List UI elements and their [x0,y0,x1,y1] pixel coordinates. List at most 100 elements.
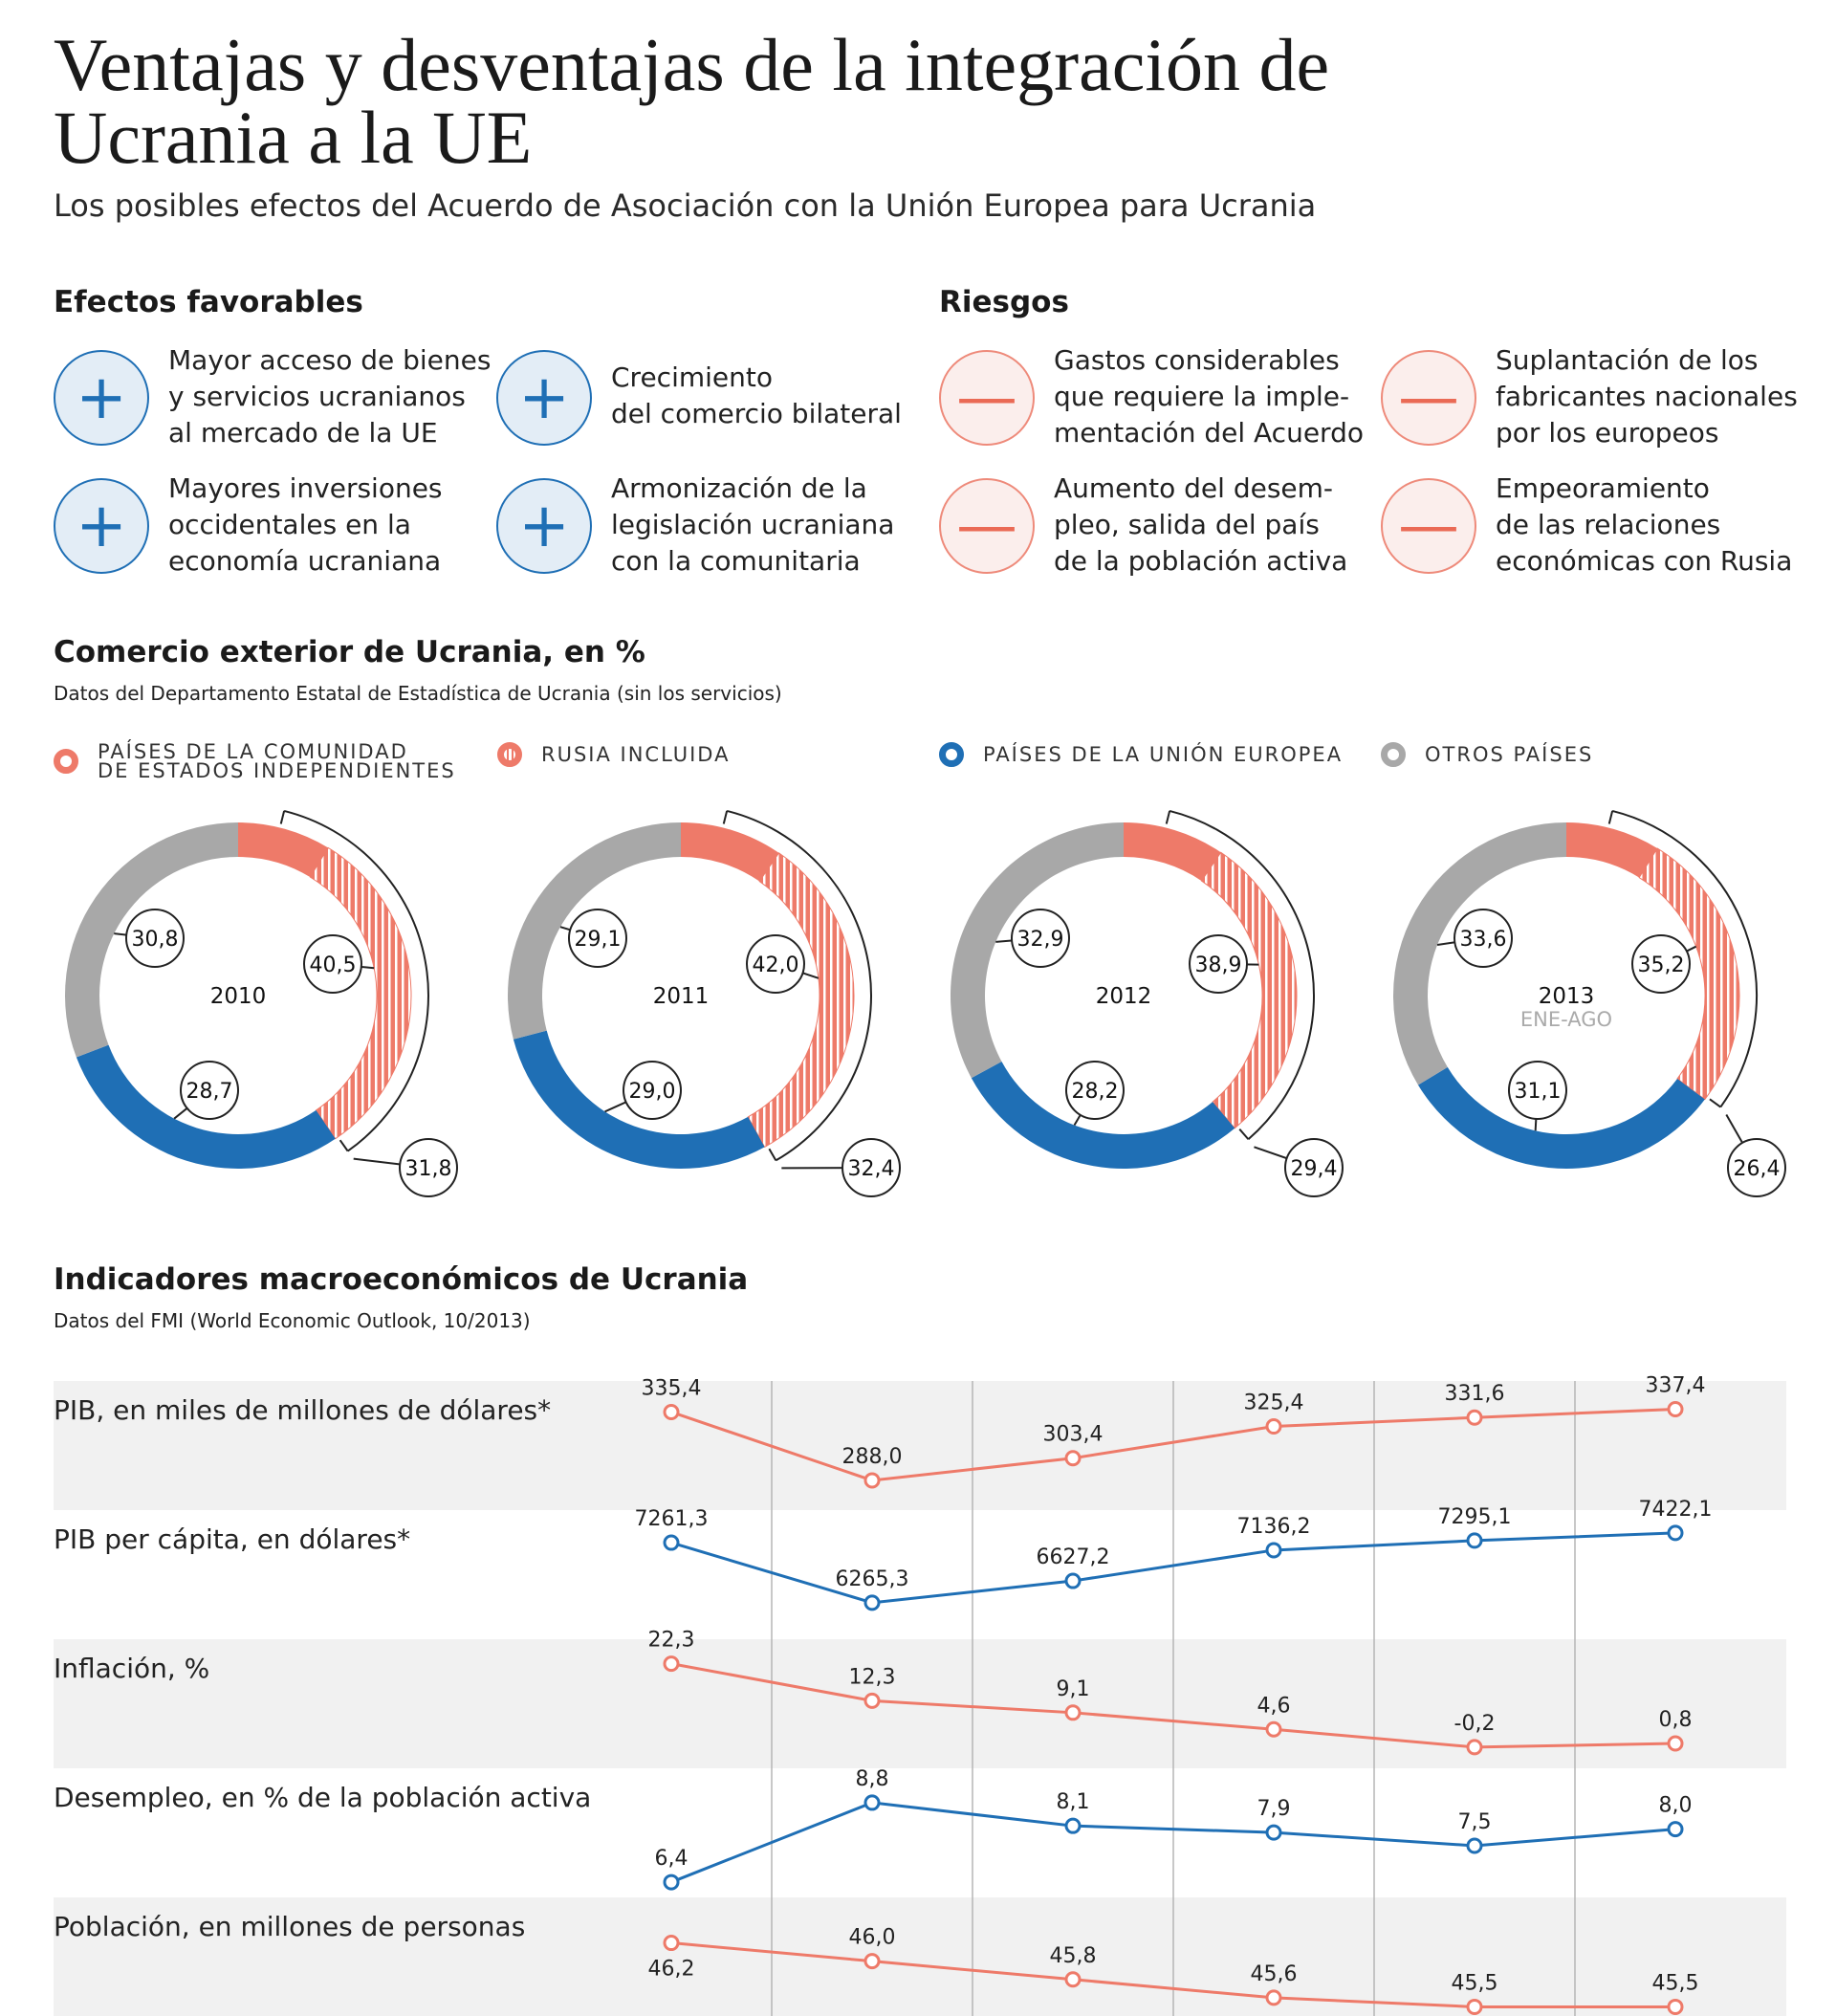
value-label: 29,1 [575,928,622,952]
value-bubble [842,1138,901,1197]
favorable-item: + Armonización de la legislación ucrania… [496,472,894,580]
data-point [663,1534,680,1551]
series-4: 46,2 46,0 45,8 45,6 45,5 45,5 [648,1926,1699,2015]
donut-year: 2010 [210,984,267,1009]
data-label: 45,5 [1652,1971,1699,1995]
russia-slice [1200,851,1298,1129]
risk-item: — Gastos considerables que requiere la i… [939,344,1364,451]
plus-icon: + [54,350,149,446]
legend-cis: PAÍSES DE LA COMUNIDAD DE ESTADOS INDEPE… [54,740,456,782]
row-label: Población, en millones de personas [54,1911,526,1942]
series-0: 335,4 288,0 303,4 325,4 331,6 337,4 [642,1373,1706,1489]
cis-slice [1124,822,1221,882]
data-point [1667,1998,1684,2015]
value-bubble [1065,1061,1125,1120]
data-label: 331,6 [1445,1382,1505,1406]
data-point [1466,1998,1483,2015]
row-band [54,1897,1786,2016]
macro-heading: Indicadores macroeconómicos de Ucrania [54,1262,749,1297]
data-point [1466,1409,1483,1426]
donut-year: 2013 [1539,984,1595,1009]
value-bubble [180,1061,239,1120]
value-bubble [1454,909,1513,968]
trade-note: Datos del Departamento Estatal de Estadí… [54,682,782,705]
data-label: 303,4 [1043,1423,1104,1447]
value-label: 29,4 [1291,1157,1338,1181]
data-point [1265,1824,1282,1841]
donut-period: ENE-AGO [1520,1008,1612,1031]
value-label: 42,0 [753,953,799,977]
data-label: 325,4 [1244,1391,1304,1415]
data-label: 7,9 [1257,1797,1291,1821]
value-label: 30,8 [132,928,179,952]
value-bubble [1727,1138,1786,1197]
legend-label: PAÍSES DE LA UNIÓN EUROPEA [983,743,1344,766]
data-label: 7261,3 [635,1507,709,1531]
data-label: 6,4 [655,1847,688,1871]
favorable-item-text: Crecimiento del comercio bilateral [611,362,902,429]
favorable-heading: Efectos favorables [54,285,363,319]
risk-item-text: Suplantación de los fabricantes nacional… [1496,344,1798,449]
favorable-item-text: Armonización de la legislación ucraniana… [611,472,895,577]
risk-item: — Aumento del desem- pleo, salida del pa… [939,472,1347,580]
series-line [670,1941,1675,2008]
macro-line-charts: 335,4 288,0 303,4 325,4 331,6 337,4 7261,3 6265… [54,1373,1786,2016]
favorable-item: + Mayores inversiones occidentales en la… [54,472,443,580]
cis-slice [1566,822,1658,878]
trade-heading: Comercio exterior de Ucrania, en % [54,635,645,669]
legend-swatch [497,742,522,767]
value-label: 26,4 [1734,1157,1781,1181]
data-label: 7,5 [1458,1810,1492,1834]
data-label: 46,0 [849,1926,896,1950]
risk-item-text: Gastos considerables que requiere la imp… [1054,344,1364,449]
other-slice [1393,822,1566,1085]
cis-slice [238,822,329,878]
cis-bracket [1169,809,1315,1141]
row-band [54,1381,1786,1510]
value-bubble [1011,909,1070,968]
value-bubble [746,934,805,994]
data-label: 6265,3 [836,1567,909,1591]
data-point [1667,1400,1684,1417]
value-label: 31,1 [1515,1080,1562,1104]
favorable-item: + Crecimiento del comercio bilateral [496,350,902,446]
favorable-item-text: Mayor acceso de bienes y servicios ucran… [168,344,492,449]
data-point [1466,1532,1483,1549]
eu-slice [1417,1066,1705,1170]
other-slice [65,822,238,1058]
bracket-tick [768,1148,777,1161]
row-label: Desempleo, en % de la población activa [54,1782,592,1813]
data-label: 6627,2 [1037,1545,1110,1569]
data-point [1667,1821,1684,1838]
bracket-tick [1238,1129,1250,1140]
legend-label: RUSIA INCLUIDA [541,743,731,766]
data-point [1265,1989,1282,2006]
series-1: 7261,3 6265,3 6627,2 7136,2 7295,1 7422,1 [635,1498,1712,1611]
value-label: 38,9 [1195,953,1242,977]
value-bubble [125,909,185,968]
russia-slice [747,852,855,1149]
data-point [863,1692,881,1709]
bracket-tick [722,810,729,824]
minus-icon: — [1381,350,1476,446]
data-label: 46,2 [648,1958,695,1982]
value-label: 28,2 [1072,1080,1119,1104]
legend-label: PAÍSES DE LA COMUNIDAD DE ESTADOS INDEPE… [98,740,456,782]
value-label: 32,4 [848,1157,895,1181]
data-point [1265,1542,1282,1559]
data-label: 22,3 [648,1629,695,1653]
russia-slice [309,846,412,1140]
other-slice [508,822,681,1040]
donut-year: 2011 [653,984,710,1009]
row-label: Inflación, % [54,1653,210,1684]
eu-slice [76,1044,336,1169]
legend-russia: RUSIA INCLUIDA [497,742,730,767]
data-label: 337,4 [1646,1373,1706,1397]
risks-heading: Riesgos [939,285,1069,319]
data-point [1265,1720,1282,1738]
data-point [863,1594,881,1611]
data-label: 0,8 [1659,1708,1693,1732]
row-label: PIB, en miles de millones de dólares* [54,1394,552,1426]
series-line [670,1801,1676,1884]
